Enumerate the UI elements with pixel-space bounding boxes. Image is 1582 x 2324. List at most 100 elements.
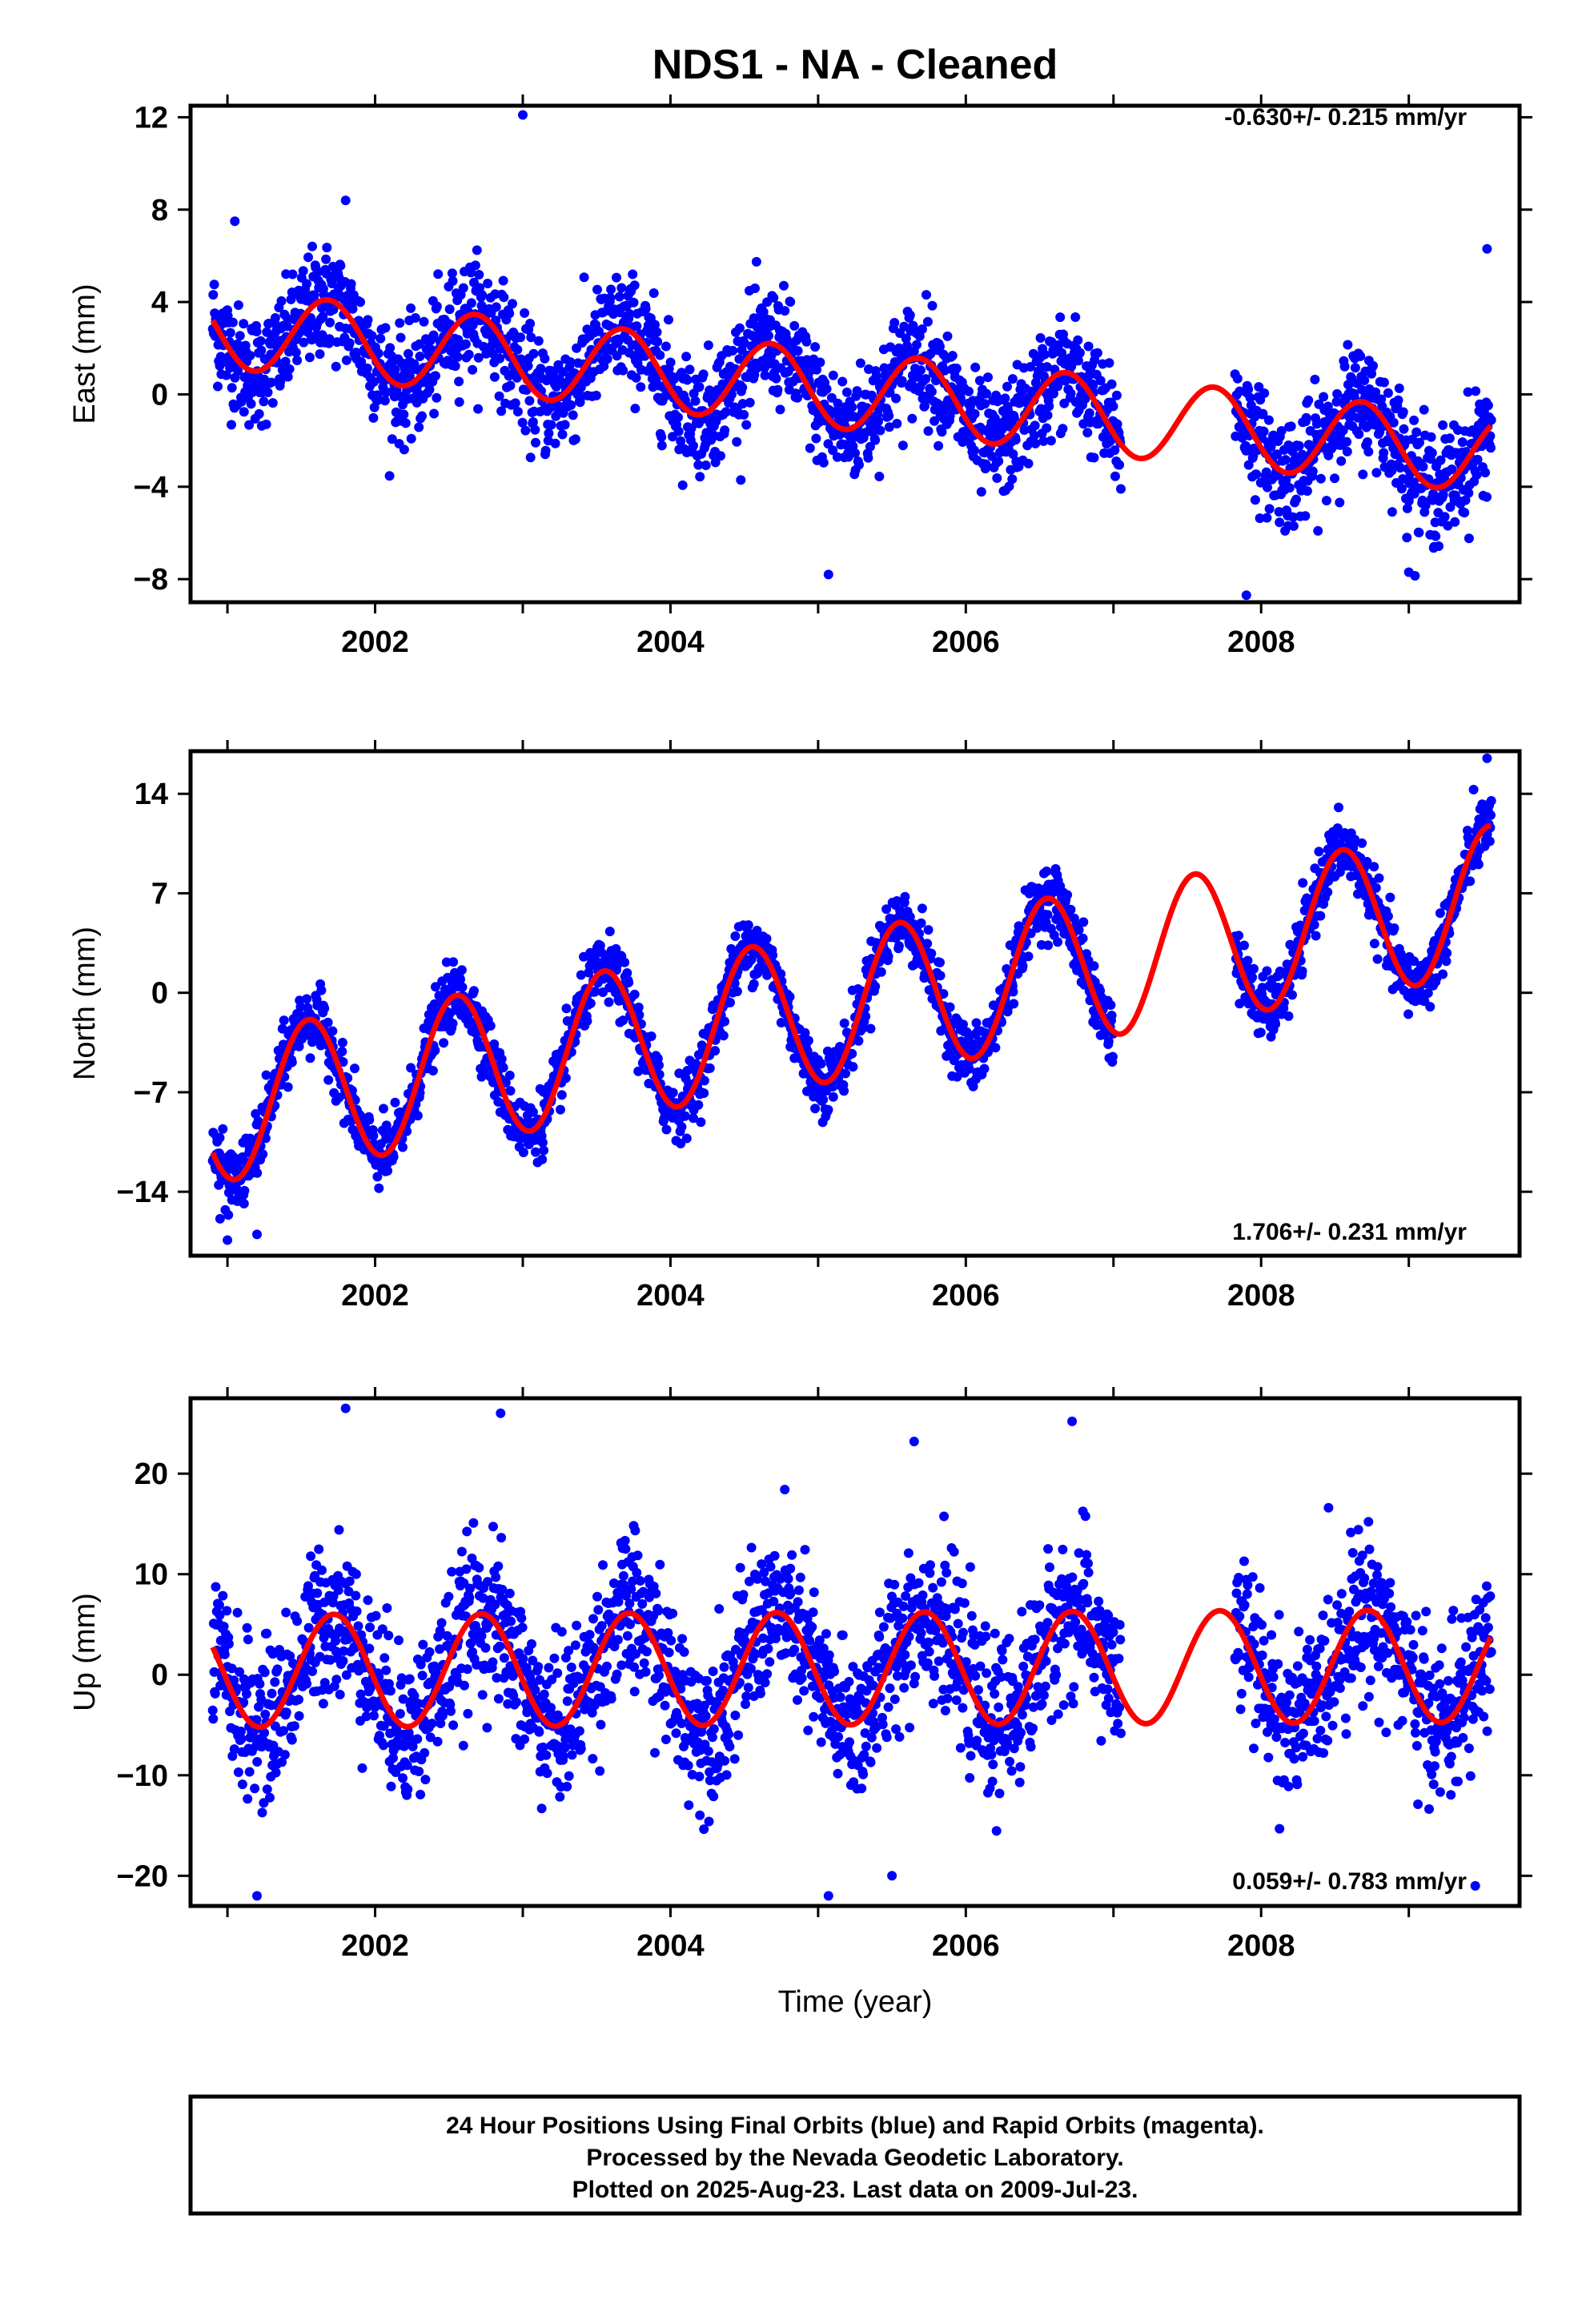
data-point bbox=[1042, 910, 1053, 920]
data-point bbox=[599, 361, 609, 372]
plot-frame bbox=[188, 749, 1522, 1258]
data-point bbox=[828, 1092, 838, 1102]
data-point bbox=[1374, 873, 1384, 883]
data-point bbox=[302, 1679, 312, 1689]
outlier-point bbox=[1403, 567, 1414, 577]
data-point bbox=[633, 1002, 644, 1012]
data-point bbox=[892, 419, 902, 428]
data-point bbox=[749, 979, 759, 989]
data-point bbox=[316, 985, 327, 995]
data-point bbox=[923, 426, 934, 436]
data-point bbox=[252, 1757, 263, 1767]
data-point bbox=[811, 433, 821, 444]
data-point bbox=[1300, 511, 1311, 521]
data-point bbox=[837, 376, 848, 387]
data-point bbox=[1254, 382, 1264, 392]
data-point bbox=[1379, 377, 1389, 388]
data-point bbox=[901, 333, 911, 344]
data-point bbox=[215, 1132, 225, 1143]
outlier-point bbox=[252, 1229, 262, 1240]
data-point bbox=[474, 270, 484, 279]
data-point bbox=[565, 357, 576, 368]
data-point bbox=[537, 1137, 548, 1148]
data-point bbox=[764, 331, 773, 341]
data-point bbox=[812, 364, 821, 375]
data-point bbox=[1426, 432, 1436, 442]
data-point bbox=[828, 370, 838, 380]
data-point bbox=[873, 416, 883, 427]
data-point bbox=[1030, 420, 1040, 431]
data-point bbox=[1354, 429, 1364, 440]
data-point bbox=[242, 1622, 252, 1633]
data-point bbox=[219, 1649, 230, 1659]
data-point bbox=[267, 1688, 277, 1699]
data-point bbox=[1444, 433, 1455, 444]
data-point bbox=[464, 349, 474, 360]
data-point bbox=[528, 348, 539, 359]
data-point bbox=[227, 420, 236, 430]
data-point bbox=[499, 292, 509, 303]
plot-area bbox=[207, 753, 1496, 1245]
data-point bbox=[793, 392, 802, 403]
data-point bbox=[981, 459, 991, 469]
data-point bbox=[265, 1792, 275, 1803]
data-point bbox=[884, 411, 894, 421]
data-point bbox=[703, 340, 713, 351]
data-point bbox=[337, 1047, 347, 1056]
data-point bbox=[454, 376, 464, 387]
data-point bbox=[368, 1131, 379, 1141]
data-point bbox=[307, 1667, 317, 1676]
data-point bbox=[272, 1664, 283, 1675]
data-point bbox=[947, 351, 958, 361]
rate-label: -0.630+/- 0.215 mm/yr bbox=[1224, 104, 1467, 131]
data-point bbox=[429, 408, 440, 419]
data-point bbox=[208, 1714, 219, 1724]
data-point bbox=[1453, 425, 1463, 435]
data-point bbox=[779, 280, 789, 291]
plot-area bbox=[207, 110, 1496, 601]
data-point bbox=[969, 445, 979, 456]
data-point bbox=[1371, 468, 1382, 478]
data-point bbox=[243, 1794, 253, 1804]
data-point bbox=[495, 353, 505, 364]
data-point bbox=[693, 1100, 704, 1110]
data-point bbox=[540, 445, 551, 456]
data-point bbox=[1350, 363, 1360, 373]
data-point bbox=[1330, 473, 1339, 484]
data-point bbox=[570, 434, 580, 444]
data-point bbox=[372, 1172, 383, 1182]
data-point bbox=[805, 443, 815, 453]
data-point bbox=[616, 283, 627, 293]
data-point bbox=[322, 243, 332, 253]
data-point bbox=[222, 1606, 232, 1616]
data-point bbox=[1004, 481, 1014, 492]
data-point bbox=[677, 1122, 687, 1132]
data-point bbox=[1358, 469, 1368, 480]
outlier-point bbox=[223, 1235, 233, 1245]
data-point bbox=[344, 338, 355, 348]
data-point bbox=[632, 321, 642, 332]
data-point bbox=[1251, 469, 1262, 480]
data-point bbox=[785, 297, 796, 307]
x-tick-label: 2008 bbox=[1227, 1279, 1295, 1313]
data-point bbox=[568, 410, 578, 420]
data-point bbox=[414, 339, 424, 349]
data-point bbox=[323, 1017, 333, 1027]
data-point bbox=[1385, 892, 1395, 903]
data-point bbox=[277, 1757, 287, 1767]
data-point bbox=[1447, 464, 1457, 474]
data-point bbox=[922, 939, 933, 949]
data-point bbox=[233, 1767, 243, 1777]
data-point bbox=[412, 1111, 423, 1121]
data-point bbox=[1355, 351, 1366, 361]
data-point bbox=[1288, 521, 1299, 531]
x-tick-label: 2002 bbox=[341, 1279, 409, 1313]
data-point bbox=[1409, 415, 1419, 425]
data-point bbox=[773, 384, 783, 395]
data-point bbox=[447, 268, 457, 279]
data-point bbox=[456, 975, 465, 984]
data-point bbox=[235, 331, 245, 341]
data-point bbox=[512, 344, 523, 355]
data-point bbox=[1023, 951, 1034, 962]
